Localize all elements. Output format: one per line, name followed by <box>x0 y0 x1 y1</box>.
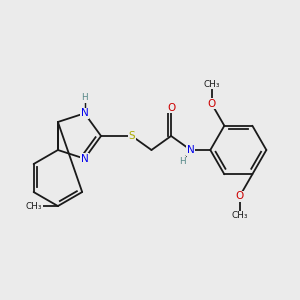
Text: N: N <box>81 108 88 118</box>
Text: N: N <box>187 145 195 155</box>
Text: O: O <box>167 103 175 113</box>
Text: CH₃: CH₃ <box>203 80 220 89</box>
Text: O: O <box>208 99 216 109</box>
Text: H: H <box>179 157 186 166</box>
Text: N: N <box>81 154 88 164</box>
Text: CH₃: CH₃ <box>232 211 248 220</box>
Text: O: O <box>236 191 244 201</box>
Text: CH₃: CH₃ <box>26 202 42 211</box>
Text: H: H <box>81 93 88 102</box>
Text: S: S <box>128 131 135 141</box>
